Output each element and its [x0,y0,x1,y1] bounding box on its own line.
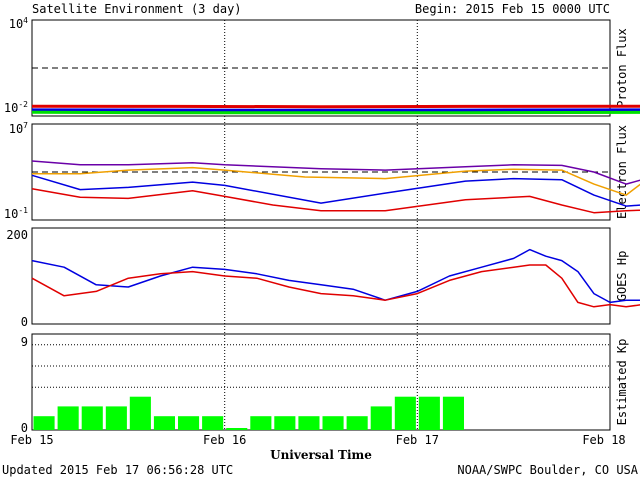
x-axis-title: Universal Time [270,448,372,462]
kp-bar [274,416,296,430]
xtick-feb17: Feb 17 [396,433,439,447]
kp-bar [129,396,151,430]
kp-bar [226,428,248,430]
chart-title: Satellite Environment (3 day) [32,2,242,16]
kp-bar [178,416,200,430]
kp-ytick-bottom: 0 [21,421,28,435]
updated-time: Updated 2015 Feb 17 06:56:28 UTC [2,463,233,477]
hp-ylabel: GOES Hp [615,251,629,302]
kp-bar [394,396,416,430]
kp-bar [250,416,272,430]
series-line-blue [31,174,640,207]
kp-bar [418,396,440,430]
kp-bar [346,416,368,430]
kp-panel-frame [31,333,611,431]
series-line-orange [32,166,640,196]
series-line-purple [31,160,640,185]
kp-bar [81,406,103,430]
credit: NOAA/SWPC Boulder, CO USA [457,463,638,477]
kp-bar [298,416,320,430]
electron-ytick-bottom: 10-1 [4,206,28,221]
hp-panel-frame [31,227,611,325]
series-line-red [31,104,640,109]
kp-bar [202,416,224,430]
electron-series [31,160,640,214]
series-line-red [31,188,640,214]
xtick-feb15: Feb 15 [10,433,53,447]
kp-bar [322,416,344,430]
hp-ytick-top: 200 [6,228,28,242]
proton-series [31,104,640,115]
proton-ytick-top: 104 [9,16,28,31]
series-line-blue [31,248,640,304]
kp-guides [32,344,610,388]
electron-ytick-top: 107 [9,121,28,136]
kp-bar [442,396,464,430]
kp-bar [153,416,175,430]
kp-bar [57,406,79,430]
proton-ytick-bottom: 10-2 [4,100,28,115]
kp-bar [33,416,55,430]
series-line-red [31,264,640,308]
xtick-feb16: Feb 16 [203,433,246,447]
kp-bar [105,406,127,430]
begin-time: Begin: 2015 Feb 15 0000 UTC [415,2,610,16]
kp-ytick-top: 9 [21,335,28,349]
kp-bars [33,396,464,430]
day-dividers [224,20,418,430]
hp-ytick-bottom: 0 [21,315,28,329]
kp-bar [370,406,392,430]
hp-series [31,248,640,308]
xtick-feb18: Feb 18 [582,433,625,447]
proton-ylabel: Proton Flux [615,28,629,107]
kp-ylabel: Estimated Kp [615,339,629,426]
